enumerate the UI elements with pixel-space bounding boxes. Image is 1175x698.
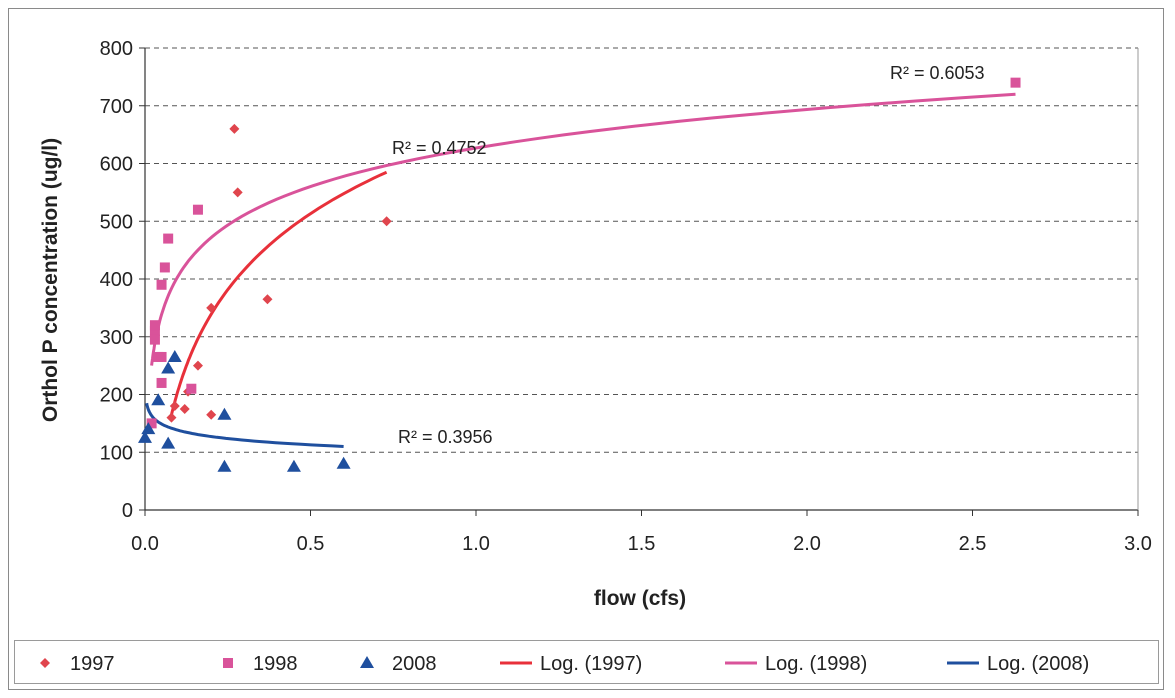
y-tick-label-200: 200 — [100, 385, 133, 407]
point-2008-4 — [161, 361, 176, 374]
x-tick-label-2.5: 2.5 — [959, 533, 987, 555]
point-1998-9 — [163, 233, 174, 244]
y-tick-label-700: 700 — [100, 96, 133, 118]
point-1998-0 — [146, 418, 157, 429]
point-2008-8 — [286, 459, 301, 472]
y-tick-label-300: 300 — [100, 327, 133, 349]
point-1998-6 — [156, 377, 167, 388]
legend-label-1997: 1997 — [70, 653, 115, 675]
point-2008-0 — [138, 430, 152, 443]
point-1998-12 — [1010, 77, 1021, 88]
point-1997-1 — [169, 401, 180, 412]
point-1998-3 — [149, 334, 160, 345]
trendlines — [145, 92, 1016, 448]
legend-marker-1997 — [40, 658, 50, 668]
point-1997-6 — [206, 302, 217, 313]
legend-entries: 1997 1998 2008 Log. (1997) Log. (1998) Log. (… — [40, 653, 1089, 675]
legend-item-5: Log. (2008) — [947, 653, 1089, 675]
scatter-chart: 0.0 0.5 1.0 1.5 2.0 2.5 3.0 0 100 200 300 400 500 60… — [39, 38, 1152, 610]
y-tick-label-500: 500 — [100, 211, 133, 233]
point-1998-10 — [186, 383, 197, 394]
x-tick-label-3.0: 3.0 — [1124, 533, 1152, 555]
point-1997-0 — [166, 412, 177, 423]
point-2008-5 — [167, 349, 182, 362]
r2-annotation-2: R² = 0.3956 — [398, 427, 493, 447]
x-tick-label-1.5: 1.5 — [628, 533, 656, 555]
point-2008-6 — [217, 459, 232, 472]
r2-annotation-0: R² = 0.6053 — [890, 63, 985, 83]
y-tick-label-600: 600 — [100, 154, 133, 176]
trendline-log-1997- — [170, 170, 388, 416]
point-1998-5 — [156, 351, 167, 362]
x-axis-label: flow (cfs) — [594, 587, 686, 610]
x-tick-label-0.0: 0.0 — [131, 533, 159, 555]
legend-label-2008: 2008 — [392, 653, 437, 675]
point-2008-3 — [161, 436, 176, 449]
axes — [139, 47, 1139, 516]
gridlines — [145, 47, 1138, 453]
point-1997-10 — [381, 216, 392, 227]
data-points — [138, 77, 1021, 472]
point-1998-11 — [192, 204, 203, 215]
legend: 1997 1998 2008 Log. (1997) Log. (1998) Log. (… — [14, 640, 1159, 684]
legend-item-4: Log. (1998) — [725, 653, 867, 675]
point-2008-2 — [151, 393, 166, 406]
point-1997-4 — [192, 360, 203, 371]
legend-label-trend-0: Log. (1997) — [540, 653, 642, 675]
point-1998-8 — [159, 262, 170, 273]
x-tick-label-0.5: 0.5 — [297, 533, 325, 555]
legend-marker-1998 — [223, 658, 233, 668]
trendline-log-2008- — [145, 402, 344, 448]
point-2008-9 — [336, 456, 351, 469]
point-1997-5 — [206, 409, 217, 420]
annotations: R² = 0.6053 R² = 0.4752 R² = 0.3956 — [392, 63, 985, 447]
x-tick-labels: 0.0 0.5 1.0 1.5 2.0 2.5 3.0 — [131, 533, 1152, 555]
point-1997-7 — [229, 123, 240, 134]
point-1997-8 — [232, 187, 243, 198]
legend-label-trend-1: Log. (1998) — [765, 653, 867, 675]
point-1998-2 — [149, 320, 160, 331]
y-tick-label-400: 400 — [100, 269, 133, 291]
point-1998-7 — [156, 279, 167, 290]
y-tick-label-800: 800 — [100, 38, 133, 60]
x-tick-label-2.0: 2.0 — [793, 533, 821, 555]
y-tick-labels: 0 100 200 300 400 500 600 700 800 — [100, 38, 133, 522]
point-1997-9 — [262, 294, 273, 305]
legend-item-2: 2008 — [360, 653, 437, 675]
y-tick-label-0: 0 — [122, 500, 133, 522]
point-1998-1 — [149, 325, 160, 336]
x-tick-label-1.0: 1.0 — [462, 533, 490, 555]
r2-annotation-1: R² = 0.4752 — [392, 138, 487, 158]
y-axis-label: Orthol P concentration (ug/l) — [39, 138, 62, 422]
point-2008-7 — [217, 407, 232, 420]
legend-label-1998: 1998 — [253, 653, 298, 675]
legend-item-0: 1997 — [40, 653, 115, 675]
legend-item-3: Log. (1997) — [500, 653, 642, 675]
legend-item-1: 1998 — [223, 653, 298, 675]
point-1997-2 — [179, 403, 190, 414]
y-tick-label-100: 100 — [100, 442, 133, 464]
legend-label-trend-2: Log. (2008) — [987, 653, 1089, 675]
chart-frame — [8, 8, 1164, 690]
point-2008-1 — [141, 422, 156, 435]
legend-marker-2008 — [360, 656, 374, 668]
trendline-log-1998- — [150, 92, 1016, 366]
